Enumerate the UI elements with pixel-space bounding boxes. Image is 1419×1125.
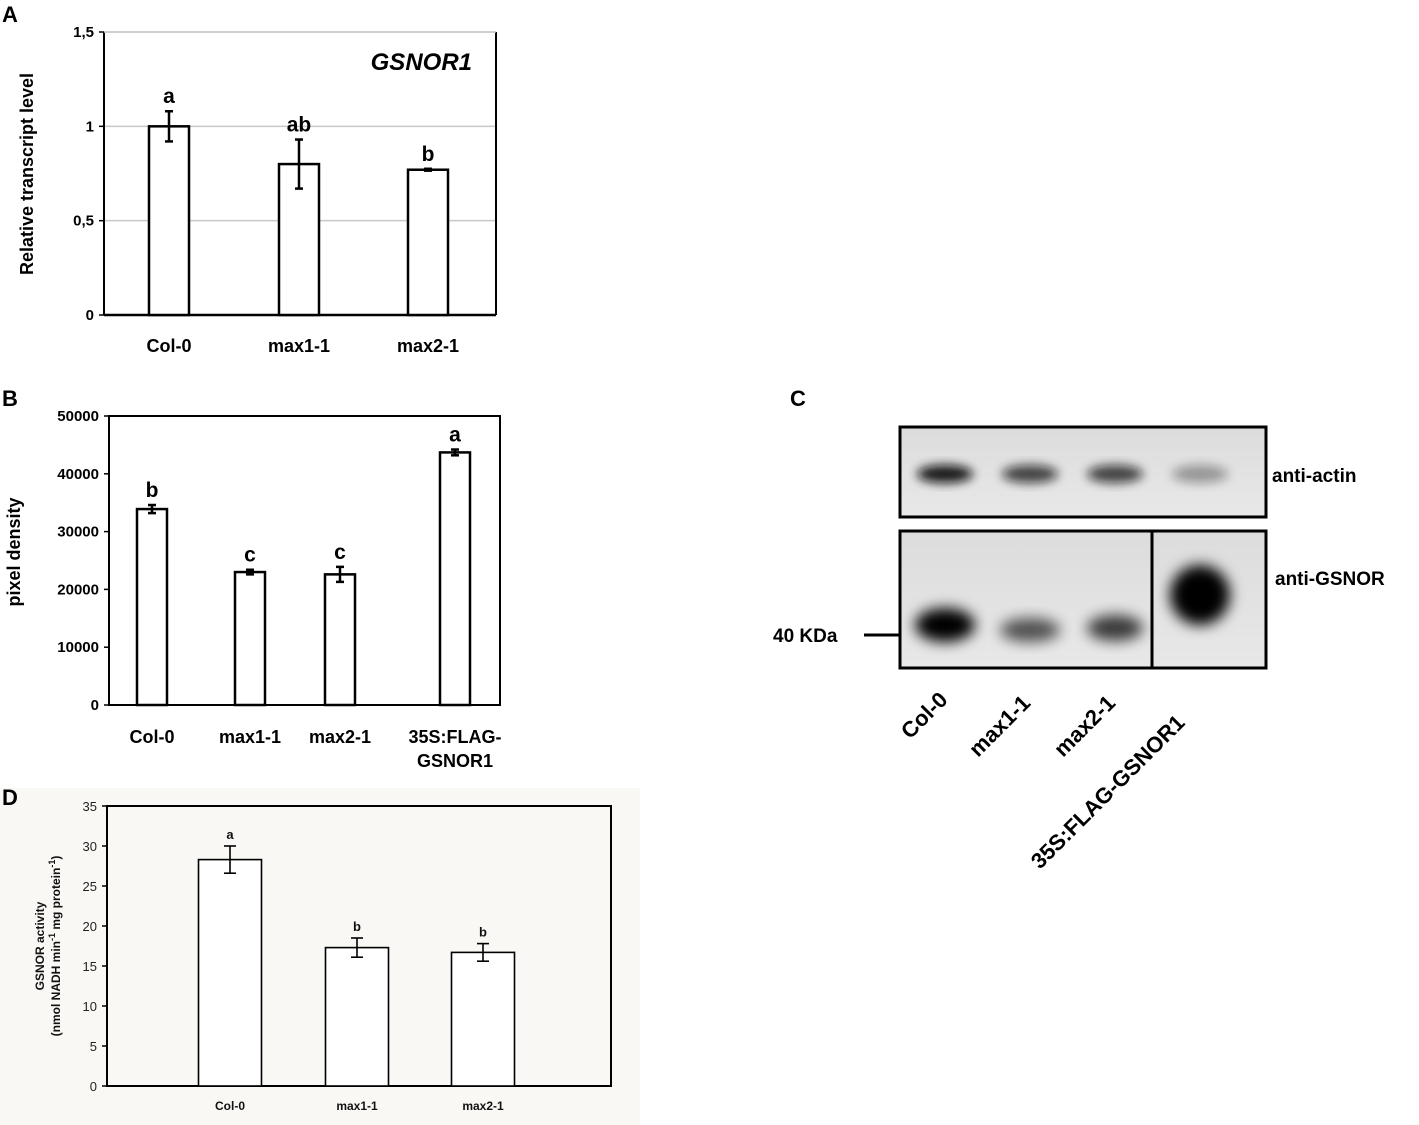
category-label: max1-1 (219, 727, 281, 747)
actin-band (917, 465, 973, 483)
bar (277, 162, 321, 317)
actin-band (1002, 465, 1058, 483)
actin-bands (917, 465, 1228, 483)
significance-letter: c (244, 544, 256, 567)
significance-letter: b (479, 925, 487, 940)
bar (323, 573, 357, 707)
bar (450, 951, 516, 1087)
category-label: max1-1 (336, 1099, 378, 1113)
chart-a: 0 0,5 1 1,5 a Col-0 ab max1-1 b max2-1 Relative tr… (17, 24, 497, 356)
bar (147, 125, 191, 317)
gsnor-band (1087, 615, 1143, 641)
category-label: GSNOR1 (417, 751, 493, 771)
bar (135, 507, 169, 707)
significance-letter: b (422, 143, 435, 166)
chart-b: 0 10000 20000 30000 40000 50000 b Col-0 c max1-1 c… (4, 408, 502, 771)
plot-frame (108, 415, 501, 706)
category-label: 35S:FLAG- (408, 727, 501, 747)
chart-d: 0 5 10 15 20 25 30 35 a Col-0 b max1-1 b max2-1 GSNOR … (33, 799, 612, 1113)
y-tick-label: 40000 (57, 466, 99, 483)
significance-letter: a (226, 827, 234, 842)
y-axis-label: pixel density (4, 497, 24, 606)
gsnor-band (1000, 618, 1060, 642)
anti-gsnor-label: anti-GSNOR (1275, 569, 1385, 590)
significance-letter: a (163, 85, 175, 108)
y-tick-label: 35 (83, 799, 97, 814)
panel-label-d: D (2, 785, 18, 810)
lane-label-35s: 35S:FLAG-GSNOR1 (1026, 710, 1190, 874)
y-tick-label: 0 (90, 1079, 97, 1094)
significance-letter: ab (287, 114, 312, 137)
y-tick-label: 25 (83, 879, 97, 894)
category-label: max2-1 (462, 1099, 504, 1113)
y-tick-label: 30 (83, 839, 97, 854)
y-tick-label: 1,5 (73, 24, 94, 41)
significance-letter: c (334, 541, 346, 564)
gsnor-bands (915, 565, 1230, 642)
bar (324, 946, 390, 1087)
category-label: max2-1 (309, 727, 371, 747)
y-tick-label: 10 (83, 999, 97, 1014)
anti-actin-label: anti-actin (1272, 466, 1356, 487)
y-tick-label: 50000 (57, 408, 99, 425)
y-axis-label: GSNOR activity (33, 901, 47, 990)
gsnor-band (1170, 565, 1230, 625)
y-tick-label: 0,5 (73, 213, 94, 230)
category-label: Col-0 (215, 1099, 245, 1113)
marker-label: 40 KDa (773, 626, 838, 647)
y-tick-label: 0 (86, 307, 94, 324)
significance-letter: b (353, 919, 361, 934)
y-tick-label: 5 (90, 1039, 97, 1054)
category-label: Col-0 (147, 336, 192, 356)
lane-label-max2: max2-1 (1049, 690, 1120, 761)
gene-title: GSNOR1 (371, 49, 472, 76)
y-axis-label-units: (nmol NADH min-1 mg protein-1) (47, 856, 63, 1037)
bar (197, 858, 263, 1087)
significance-letter: b (146, 479, 159, 502)
category-label: Col-0 (130, 727, 175, 747)
lane-label-max1: max1-1 (964, 690, 1035, 761)
western-blot: anti-actin anti-GSNOR 40 KDa Col-0 max1-… (773, 425, 1385, 874)
bar (406, 168, 450, 317)
category-label: max2-1 (397, 336, 459, 356)
y-tick-label: 30000 (57, 524, 99, 541)
actin-band (1087, 465, 1143, 483)
significance-letter: a (449, 424, 461, 447)
y-tick-label: 0 (91, 697, 99, 714)
panel-label-b: B (2, 386, 18, 411)
gsnor-band (915, 608, 975, 642)
y-tick-label: 20 (83, 919, 97, 934)
y-tick-label: 20000 (57, 581, 99, 598)
actin-band (1172, 465, 1228, 483)
category-label: max1-1 (268, 336, 330, 356)
panel-label-c: C (790, 386, 806, 411)
y-axis-label: Relative transcript level (17, 73, 37, 275)
bar (233, 570, 267, 707)
y-tick-label: 10000 (57, 639, 99, 656)
panel-label-a: A (2, 2, 18, 27)
y-tick-label: 15 (83, 959, 97, 974)
bar (438, 451, 472, 707)
y-tick-label: 1 (86, 118, 94, 135)
lane-label-col0: Col-0 (896, 687, 953, 744)
